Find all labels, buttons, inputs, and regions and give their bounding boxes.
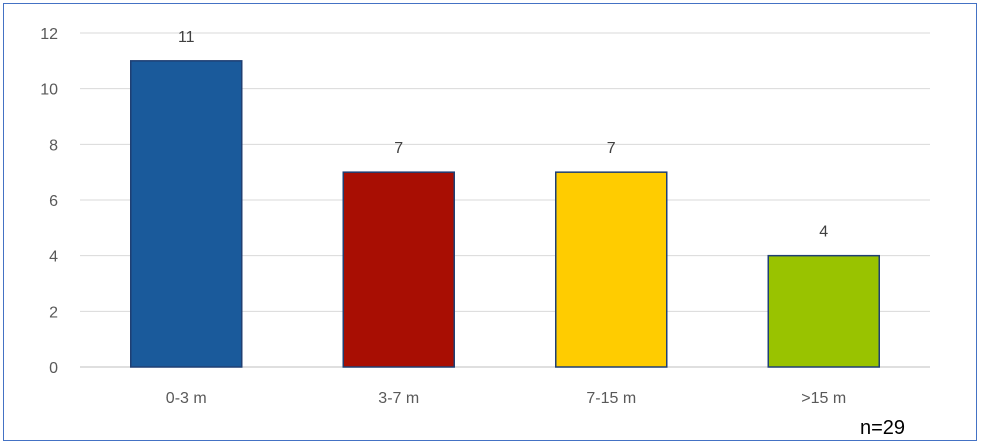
bar-0	[130, 60, 243, 368]
y-tick-label: 8	[49, 137, 58, 154]
data-label: 7	[394, 140, 403, 157]
y-tick-label: 4	[49, 249, 58, 266]
sample-size-note: n=29	[860, 417, 906, 439]
bar-2	[555, 171, 668, 368]
data-label: 11	[178, 29, 195, 46]
category-label: 0-3 m	[166, 390, 207, 407]
y-tick-label: 10	[40, 82, 58, 99]
data-label: 4	[819, 224, 828, 241]
bar-1	[342, 171, 455, 368]
bar-3	[767, 254, 880, 368]
y-tick-label: 6	[49, 193, 58, 210]
y-tick-label: 2	[49, 304, 58, 321]
labels: 0 2 4 6 8 10 12 11 0-3 m 7 3-7 m 7 7-15 m 4 >15 m	[40, 26, 846, 407]
category-label: >15 m	[801, 390, 846, 407]
category-label: 3-7 m	[378, 390, 419, 407]
bars	[130, 60, 880, 368]
category-label: 7-15 m	[586, 390, 636, 407]
y-tick-label: 12	[40, 26, 58, 43]
y-tick-label: 0	[49, 360, 58, 377]
data-label: 7	[607, 140, 616, 157]
